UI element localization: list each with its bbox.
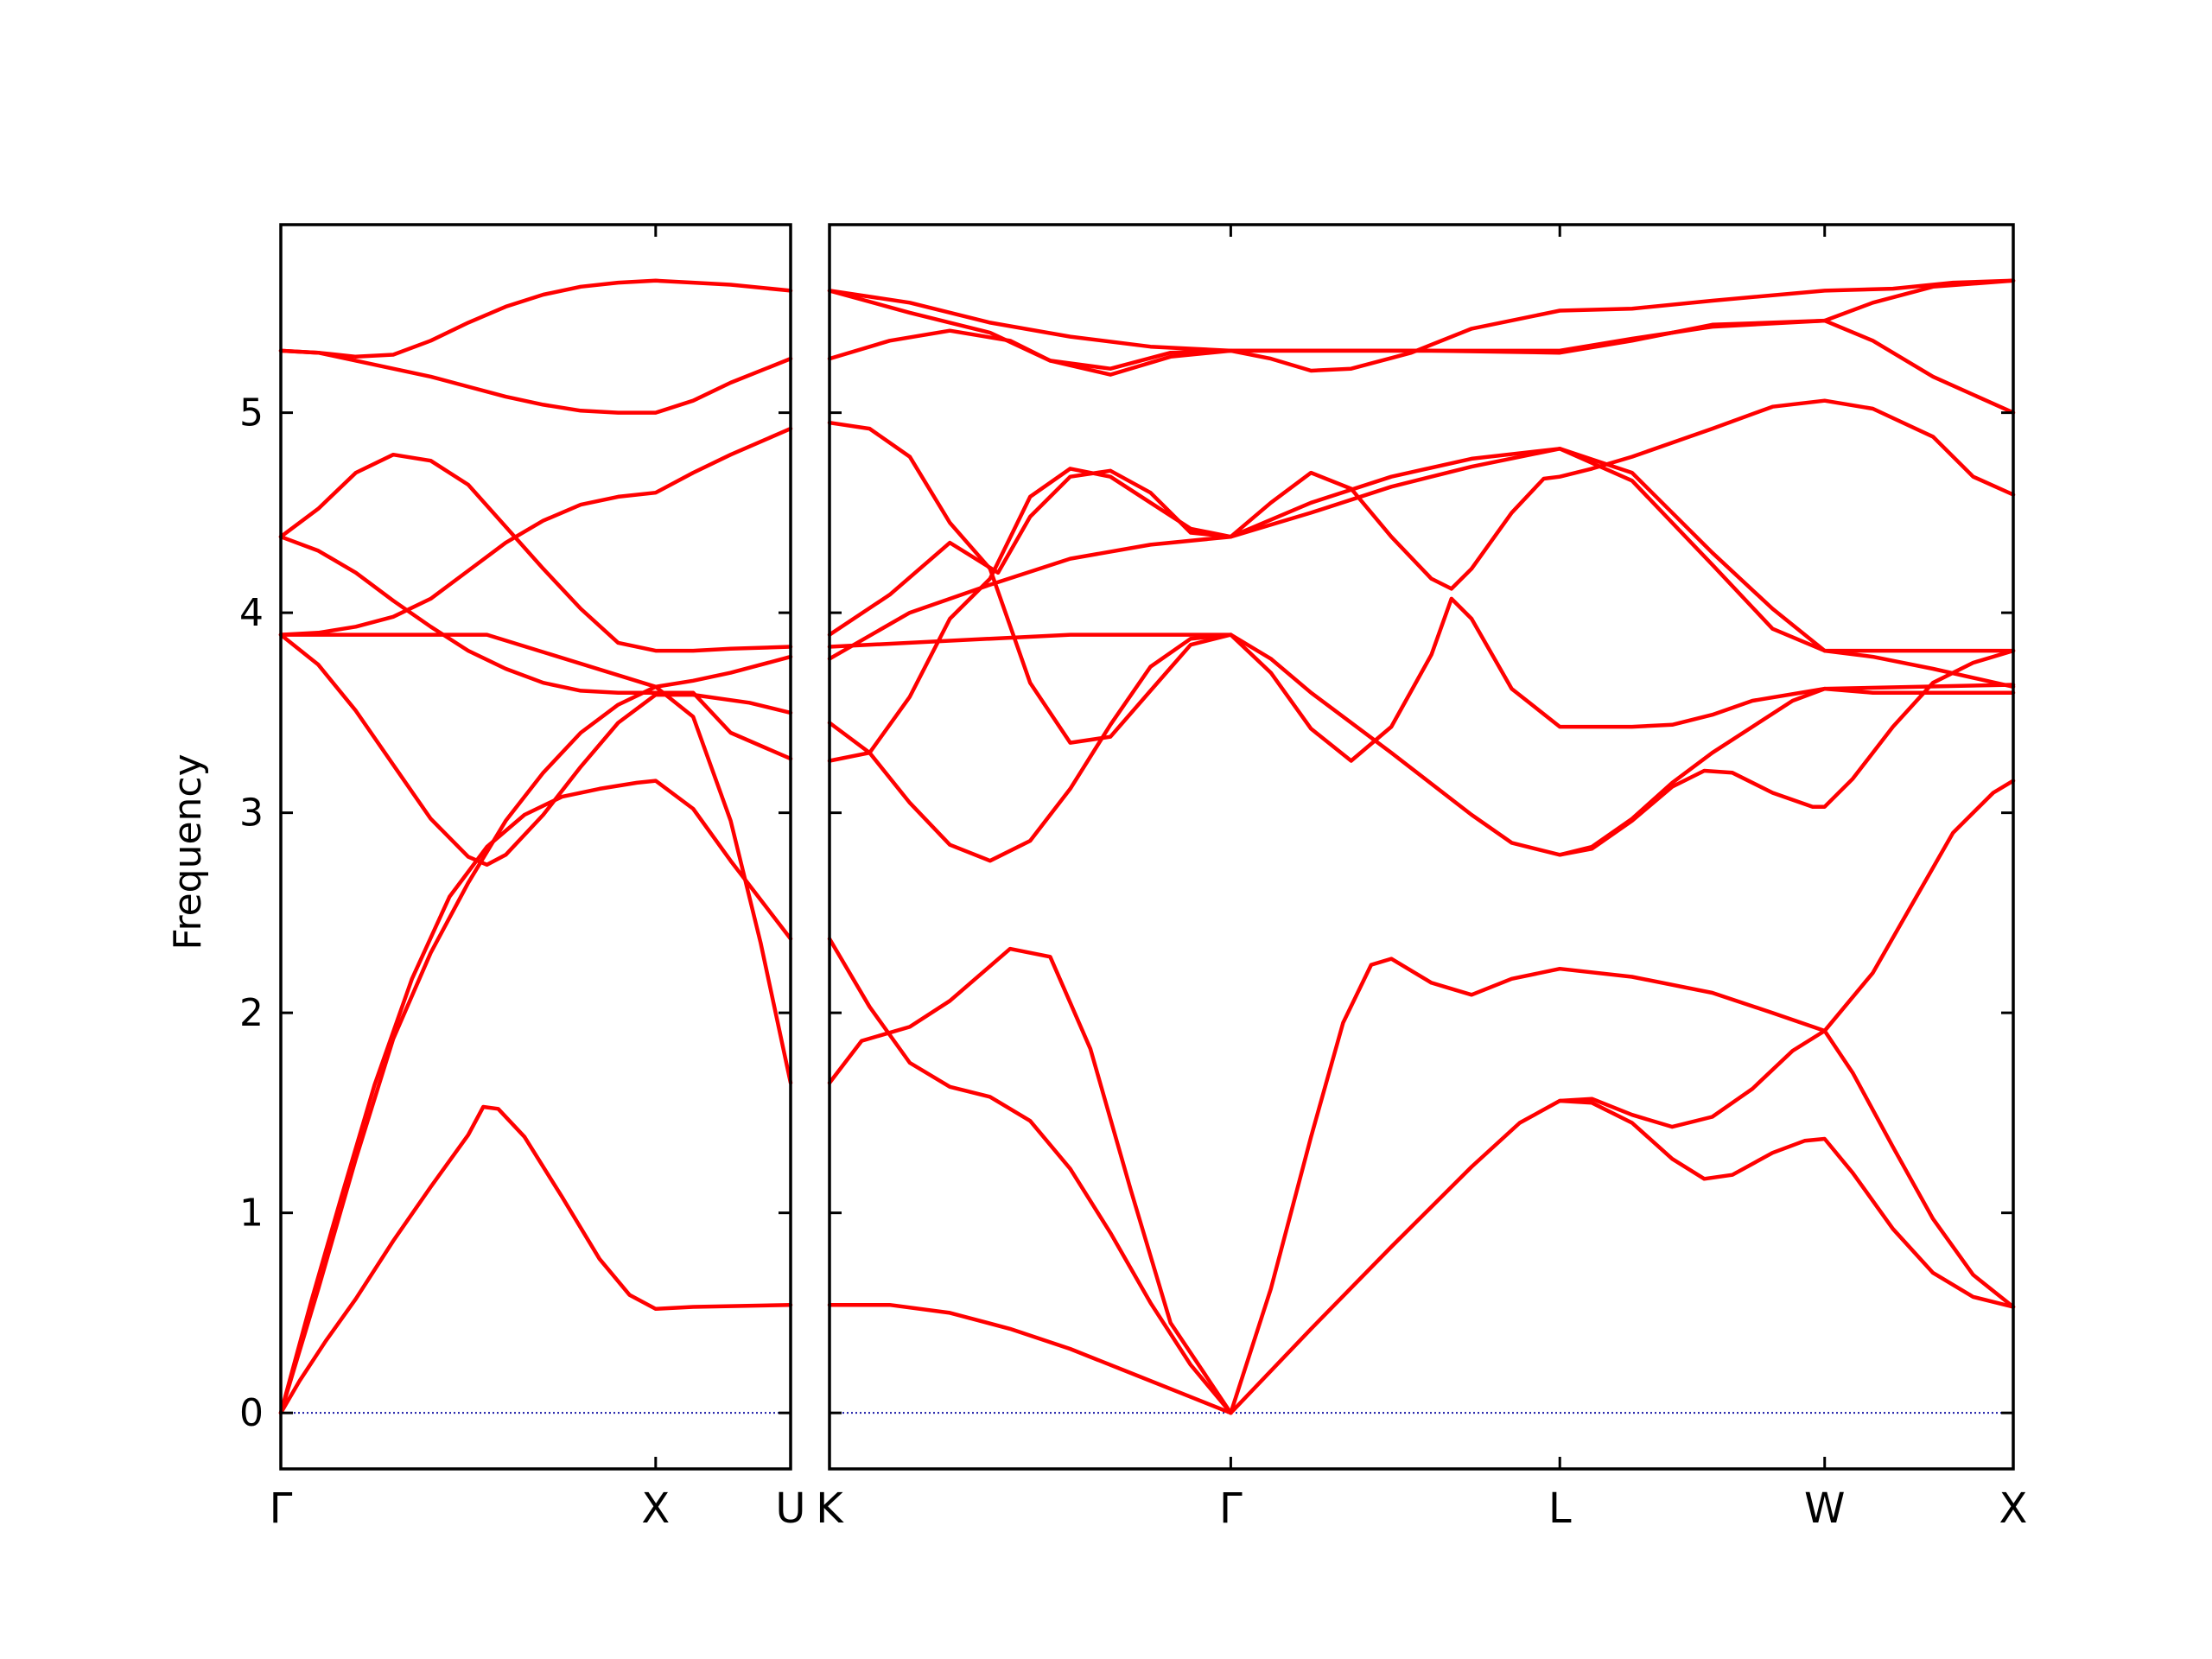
band-line-1-0 (827, 1302, 1233, 1415)
band-line-0-4 (278, 426, 793, 637)
band-line-1-7 (1229, 596, 2016, 763)
kpoint-label: U (775, 1484, 805, 1533)
band-line-1-13 (827, 420, 1233, 745)
band-line-1-14 (827, 318, 2016, 415)
kpoint-label: X (641, 1484, 670, 1533)
kpoint-label: Γ (1219, 1484, 1243, 1533)
band-line-1-15 (827, 278, 2016, 373)
band-line-0-9 (278, 278, 793, 359)
y-tick-label: 2 (239, 991, 264, 1035)
kpoint-label: L (1548, 1484, 1572, 1533)
band-line-1-4 (1229, 957, 2016, 1415)
band-line-1-5 (1557, 779, 2016, 1129)
band-line-0-7 (278, 632, 793, 690)
band-line-1-12 (827, 447, 2016, 690)
y-axis-label: Frequency (166, 753, 210, 950)
band-line-1-2 (827, 946, 1233, 1415)
y-tick-label: 3 (239, 791, 264, 836)
band-line-1-11 (827, 632, 1233, 649)
band-line-1-9 (827, 398, 2016, 763)
y-tick-label: 5 (239, 391, 264, 435)
kpoint-label: Γ (270, 1484, 293, 1533)
band-line-0-8 (278, 348, 793, 415)
kpoint-label: W (1804, 1484, 1845, 1533)
band-line-0-1 (278, 779, 793, 1415)
band-line-1-8 (1557, 683, 2016, 857)
band-line-0-3 (278, 632, 793, 868)
band-line-0-2 (278, 684, 793, 1415)
y-tick-label: 0 (239, 1391, 264, 1435)
band-line-1-16 (827, 278, 2016, 353)
band-line-0-6 (278, 452, 793, 653)
band-line-1-3 (1229, 1098, 2016, 1415)
band-line-0-0 (278, 1104, 793, 1415)
y-tick-label: 4 (239, 591, 264, 635)
band-line-0-5 (278, 534, 793, 761)
band-line-1-6 (827, 632, 2016, 863)
band-line-1-10 (827, 447, 2016, 661)
kpoint-label: X (1999, 1484, 2028, 1533)
panel-frame (279, 223, 792, 1471)
panel-frame (828, 223, 2015, 1471)
panel-0: 0 1 2 3 4 5 Γ X U (239, 223, 806, 1533)
kpoint-label: K (816, 1484, 844, 1533)
plot-area: 0 1 2 3 4 5 Γ X U K Γ L W X (239, 223, 2028, 1533)
y-tick-label: 1 (239, 1192, 264, 1236)
band-line-1-1 (827, 937, 1233, 1415)
